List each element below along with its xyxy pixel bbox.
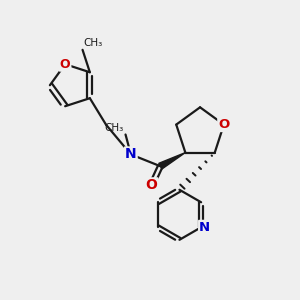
Text: O: O [60, 58, 70, 71]
Text: N: N [125, 147, 137, 161]
Polygon shape [159, 153, 185, 169]
Text: CH₃: CH₃ [105, 123, 124, 133]
Text: O: O [218, 118, 230, 131]
Text: O: O [146, 178, 158, 192]
Text: CH₃: CH₃ [83, 38, 103, 48]
Text: N: N [199, 221, 210, 234]
